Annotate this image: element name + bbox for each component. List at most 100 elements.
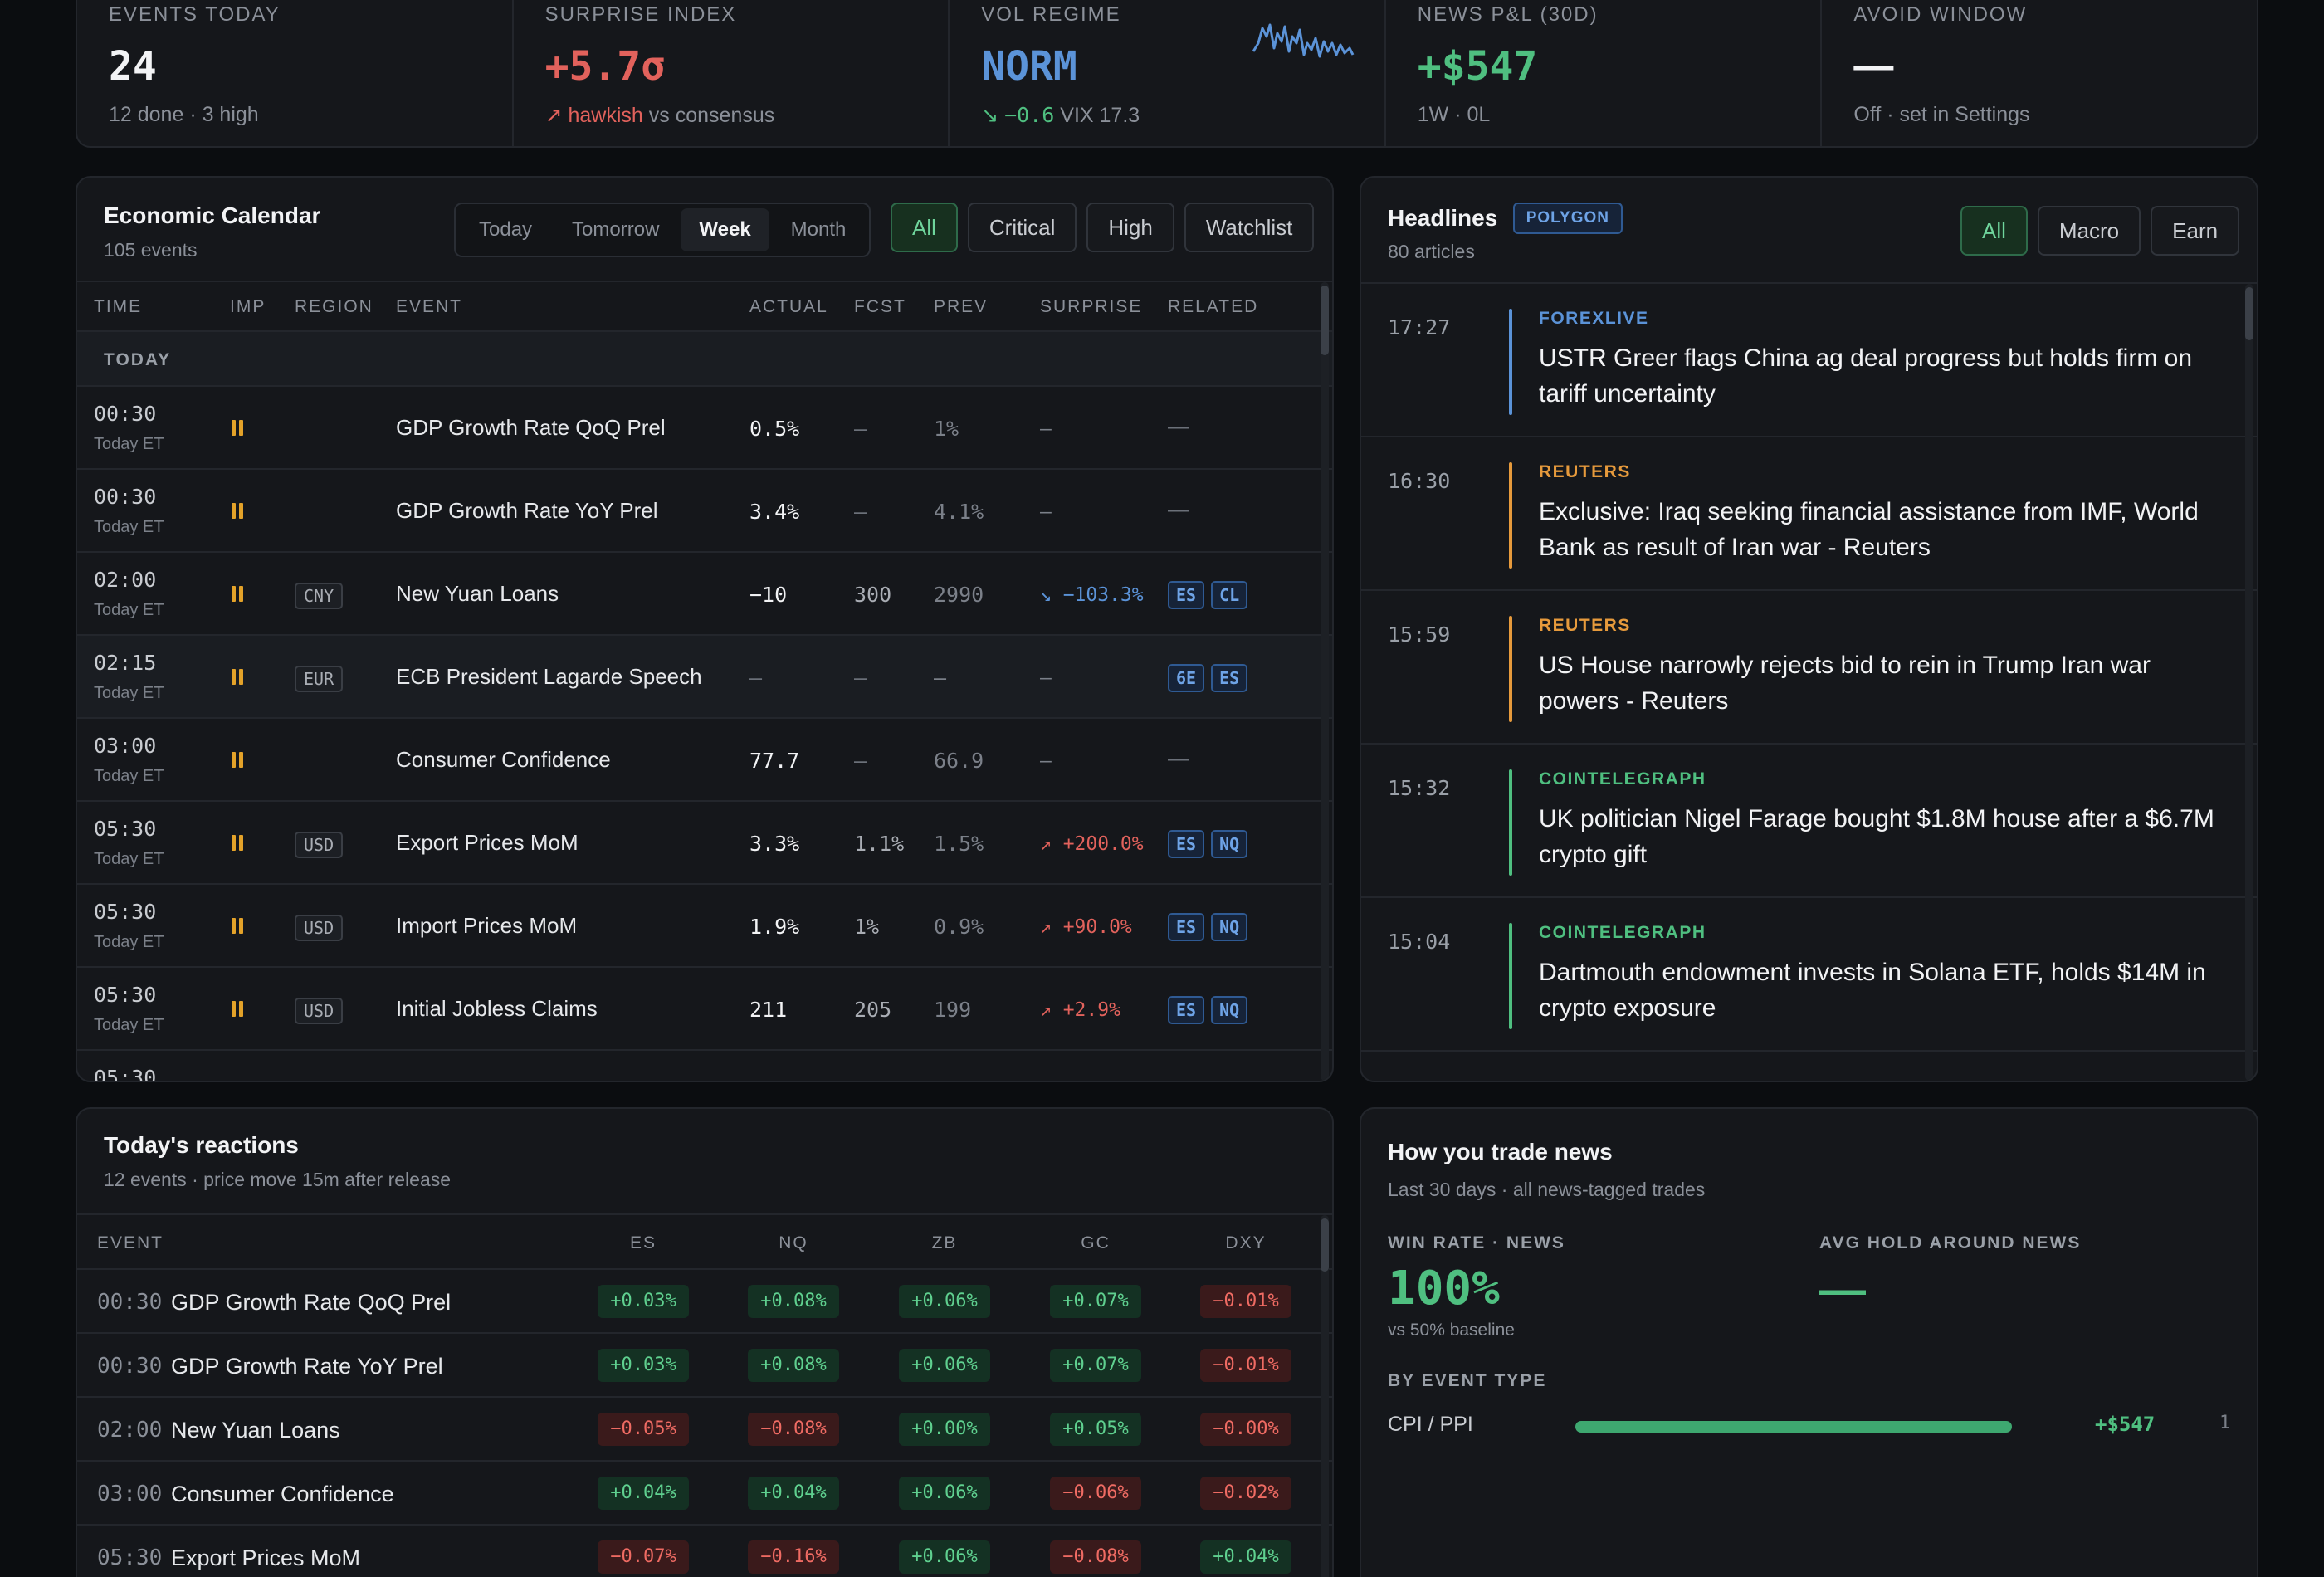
range-today-button[interactable]: Today <box>479 218 533 241</box>
range-week-button[interactable]: Week <box>681 208 769 251</box>
region-badge: USD <box>295 832 344 858</box>
reactions-scrollbar[interactable] <box>1321 1215 1329 1577</box>
calendar-scrollbar[interactable] <box>1321 282 1329 1081</box>
filter-high-button[interactable]: High <box>1086 203 1174 252</box>
reactions-panel: Today's reactions 12 events · price move… <box>76 1107 1334 1577</box>
headline-filter-all-button[interactable]: All <box>1960 206 2028 256</box>
col-event[interactable]: EVENT <box>396 297 463 316</box>
stat-surprise-index: SURPRISE INDEX +5.7σ ↗ hawkish vs consen… <box>514 0 950 146</box>
ticker-tag[interactable]: ES <box>1211 664 1248 692</box>
stat-sub: Off · set in Settings <box>1853 103 2030 126</box>
arrow-down-right-icon: ↘ <box>981 104 999 127</box>
headlines-scrollbar[interactable] <box>2245 284 2253 1081</box>
calendar-row[interactable]: 02:00 Today ET CNY New Yuan Loans −10 300 2990… <box>77 553 1332 636</box>
headlines-scroll-thumb[interactable] <box>2245 287 2253 340</box>
col-nq[interactable]: NQ <box>779 1233 808 1252</box>
related-tickers: — <box>1168 498 1189 522</box>
col-event[interactable]: EVENT <box>97 1233 164 1252</box>
calendar-row[interactable]: 05:30 Today ET USD Export Prices MoM 3.3% 1.1… <box>77 802 1332 885</box>
range-tomorrow-button[interactable]: Tomorrow <box>572 218 660 241</box>
reaction-event: Consumer Confidence <box>171 1482 394 1506</box>
ticker-tag[interactable]: ES <box>1168 913 1205 941</box>
calendar-table-header: TIME IMP REGION EVENT ACTUAL FCST PREV S… <box>77 282 1332 332</box>
col-region[interactable]: REGION <box>295 297 374 316</box>
event-previous: — <box>934 666 947 690</box>
event-previous: 0.9% <box>934 915 984 939</box>
headline-text[interactable]: UK politician Nigel Farage bought $1.8M … <box>1539 805 2214 868</box>
ticker-tag[interactable]: ES <box>1168 830 1205 858</box>
headline-source: REUTERS <box>1539 616 1631 635</box>
reaction-row[interactable]: 03:00 Consumer Confidence +0.04% +0.04% +0.0… <box>77 1462 1332 1526</box>
calendar-row[interactable]: 05:30 <box>77 1051 1332 1081</box>
calendar-row[interactable]: 05:30 Today ET USD Initial Jobless Claims 21… <box>77 968 1332 1051</box>
filter-watchlist-button[interactable]: Watchlist <box>1184 203 1315 252</box>
headline-item[interactable]: 15:32 COINTELEGRAPH UK politician Nigel Fa… <box>1361 745 2257 898</box>
headline-text[interactable]: USTR Greer flags China ag deal progress … <box>1539 344 2193 408</box>
col-fcst[interactable]: FCST <box>854 297 906 316</box>
ticker-tag[interactable]: ES <box>1168 581 1205 609</box>
col-zb[interactable]: ZB <box>931 1233 958 1252</box>
calendar-row[interactable]: 03:00 Today ET Consumer Confidence 77.7 — 66.… <box>77 719 1332 802</box>
calendar-row[interactable]: 05:30 Today ET USD Import Prices MoM 1.9% 1% 0… <box>77 885 1332 968</box>
col-time[interactable]: TIME <box>94 297 143 316</box>
headline-time: 15:04 <box>1388 930 1451 954</box>
filter-all-button[interactable]: All <box>891 203 958 252</box>
event-forecast: — <box>854 749 867 773</box>
filter-critical-button[interactable]: Critical <box>967 203 1077 252</box>
col-es[interactable]: ES <box>629 1233 657 1252</box>
col-prev[interactable]: PREV <box>934 297 989 316</box>
event-forecast: 300 <box>854 583 892 607</box>
event-surprise: — <box>1040 501 1052 523</box>
price-move-pill: −0.02% <box>1200 1477 1291 1510</box>
event-time: 02:15 <box>94 651 157 675</box>
stat-vol-regime: VOL REGIME NORM ↘ −0.6 VIX 17.3 <box>950 0 1386 146</box>
price-move-pill: −0.08% <box>1050 1540 1141 1574</box>
headline-filter-macro-button[interactable]: Macro <box>2037 206 2141 256</box>
range-month-button[interactable]: Month <box>790 218 847 241</box>
trade-news-panel: How you trade news Last 30 days · all ne… <box>1360 1107 2258 1577</box>
headline-item[interactable]: 15:59 REUTERS US House narrowly rejects bi… <box>1361 591 2257 745</box>
reaction-row[interactable]: 02:00 New Yuan Loans −0.05% −0.08% +0.00% +0.… <box>77 1398 1332 1462</box>
reaction-row[interactable]: 00:30 GDP Growth Rate YoY Prel +0.03% +0.08… <box>77 1334 1332 1398</box>
event-day: Today ET <box>94 850 164 868</box>
reaction-row[interactable]: 05:30 Export Prices MoM −0.07% −0.16% +0.06%… <box>77 1526 1332 1577</box>
event-surprise: ↗ +2.9% <box>1040 999 1120 1021</box>
ticker-tag[interactable]: ES <box>1168 996 1205 1024</box>
event-name: ECB President Lagarde Speech <box>396 664 702 689</box>
headline-item[interactable]: 16:30 REUTERS Exclusive: Iraq seeking fina… <box>1361 437 2257 591</box>
calendar-scroll-thumb[interactable] <box>1321 286 1329 355</box>
ticker-tag[interactable]: NQ <box>1211 830 1248 858</box>
headline-filter-earn-button[interactable]: Earn <box>2151 206 2240 256</box>
reactions-scroll-thumb[interactable] <box>1321 1218 1329 1272</box>
calendar-row[interactable]: 00:30 Today ET GDP Growth Rate QoQ Prel 0.5… <box>77 387 1332 470</box>
ticker-tag[interactable]: NQ <box>1211 913 1248 941</box>
importance-icon <box>232 586 243 602</box>
ticker-tag[interactable]: NQ <box>1211 996 1248 1024</box>
col-imp[interactable]: IMP <box>230 297 266 316</box>
event-actual: — <box>749 666 763 690</box>
headline-text[interactable]: Exclusive: Iraq seeking financial assist… <box>1539 498 2199 561</box>
event-surprise: ↗ +90.0% <box>1040 916 1132 938</box>
reactions-title: Today's reactions <box>104 1132 299 1158</box>
col-surprise[interactable]: SURPRISE <box>1040 297 1143 316</box>
event-day: Today ET <box>94 518 164 536</box>
event-forecast: 205 <box>854 998 892 1022</box>
ticker-tag[interactable]: 6E <box>1168 664 1205 692</box>
col-dxy[interactable]: DXY <box>1225 1233 1267 1252</box>
reaction-row[interactable]: 00:30 GDP Growth Rate QoQ Prel +0.03% +0.08… <box>77 1270 1332 1334</box>
calendar-row[interactable]: 02:15 Today ET EUR ECB President Lagarde Sp… <box>77 636 1332 719</box>
event-actual: 3.3% <box>749 832 800 856</box>
col-gc[interactable]: GC <box>1081 1233 1111 1252</box>
ticker-tag[interactable]: CL <box>1211 581 1248 609</box>
col-actual[interactable]: ACTUAL <box>749 297 828 316</box>
headline-item[interactable]: 15:04 COINTELEGRAPH Dartmouth endowment in… <box>1361 898 2257 1052</box>
price-move-pill: +0.07% <box>1050 1349 1141 1382</box>
headline-text[interactable]: US House narrowly rejects bid to rein in… <box>1539 652 2151 715</box>
stat-value: — <box>1853 44 1894 88</box>
col-related[interactable]: RELATED <box>1168 297 1259 316</box>
headline-text[interactable]: Dartmouth endowment invests in Solana ET… <box>1539 959 2206 1022</box>
headline-item[interactable]: 17:27 FOREXLIVE USTR Greer flags China ag … <box>1361 284 2257 437</box>
calendar-row[interactable]: 00:30 Today ET GDP Growth Rate YoY Prel 3.4… <box>77 470 1332 553</box>
source-color-bar <box>1509 309 1512 415</box>
stat-label: EVENTS TODAY <box>109 3 281 26</box>
